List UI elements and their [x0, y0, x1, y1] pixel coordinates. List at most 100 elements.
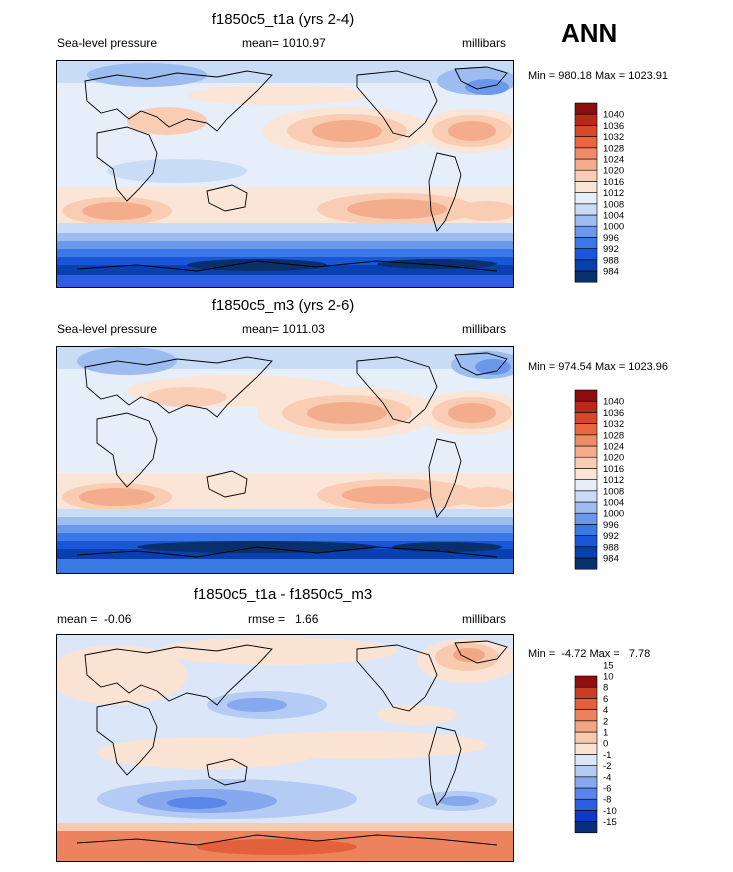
colorbar-box: [574, 765, 598, 778]
colorbar-box: [574, 557, 598, 570]
colorbar-box: [574, 798, 598, 811]
colorbar-box: [574, 754, 598, 766]
panel-3-map: [56, 634, 514, 862]
panel-2-map: [56, 346, 514, 574]
colorbar-tick-label: 15: [603, 660, 614, 671]
colorbar-tick-label: 984: [603, 267, 619, 278]
season-label: ANN: [561, 18, 618, 48]
colorbar-tick-label: 1040: [603, 397, 624, 408]
panel-2-title: f1850c5_m3 (yrs 2-6): [211, 297, 355, 314]
colorbar-box: [574, 214, 598, 227]
colorbar-box: [574, 787, 598, 800]
colorbar-box: [574, 731, 598, 744]
colorbar-box: [574, 237, 598, 249]
colorbar-tick-label: -10: [603, 806, 617, 817]
colorbar-box: [574, 512, 598, 525]
colorbar-tick-label: 1020: [603, 166, 624, 177]
colorbar-tick-label: 988: [603, 542, 619, 553]
colorbar-box: [574, 400, 598, 413]
panel-1-colorbar-svg: 9849889929961000100410081012101610201024…: [574, 102, 624, 283]
colorbar-tick-label: -2: [603, 761, 611, 772]
colorbar-tick-label: 1028: [603, 430, 624, 441]
panel-2-mean-label: mean= 1011.03: [242, 322, 325, 336]
colorbar-tick-label: 1008: [603, 199, 624, 210]
colorbar-tick-label: 984: [603, 554, 619, 565]
colorbar-box: [574, 102, 598, 115]
colorbar-tick-label: 6: [603, 694, 608, 705]
colorbar-box: [574, 125, 598, 137]
panel-3-colorbar: -15 -10 -8 -6 -4 -2 -1 0 1 2 4 6 8 10 15: [574, 660, 635, 854]
panel-3-map-svg: [57, 635, 513, 861]
colorbar-box: [574, 158, 598, 171]
colorbar-box: [574, 181, 598, 193]
panel-1-map-svg: [57, 61, 513, 287]
colorbar-box: [574, 810, 598, 822]
panel-2-units-label: millibars: [462, 322, 507, 336]
colorbar-tick-label: 1: [603, 728, 608, 739]
colorbar-tick-label: 10: [603, 672, 614, 683]
colorbar-box: [574, 270, 598, 283]
colorbar-tick-label: 1036: [603, 408, 624, 419]
colorbar-box: [574, 524, 598, 536]
colorbar-box: [574, 490, 598, 503]
colorbar-tick-label: 1024: [603, 442, 624, 453]
colorbar-box: [574, 456, 598, 469]
colorbar-box: [574, 259, 598, 272]
colorbar-tick-label: 992: [603, 244, 619, 255]
colorbar-box: [574, 147, 598, 160]
colorbar-tick-label: -8: [603, 795, 611, 806]
colorbar-tick-label: 1032: [603, 132, 624, 143]
colorbar-tick-label: 988: [603, 255, 619, 266]
colorbar-box: [574, 686, 598, 699]
colorbar-box: [574, 423, 598, 436]
colorbar-tick-label: 8: [603, 683, 608, 694]
colorbar-tick-label: 996: [603, 520, 619, 531]
panel-3-minmax: Min = -4.72 Max = 7.78: [528, 648, 651, 660]
panel-1-units-label: millibars: [462, 36, 507, 50]
colorbar-box: [574, 203, 598, 216]
colorbar-box: [574, 169, 598, 182]
colorbar-tick-label: -15: [603, 817, 617, 828]
colorbar-box: [574, 192, 598, 205]
panel-1-map: [56, 60, 514, 288]
colorbar-tick-label: 1012: [603, 475, 624, 486]
colorbar-tick-label: 1000: [603, 509, 624, 520]
colorbar-box: [574, 675, 598, 688]
colorbar-box: [574, 412, 598, 424]
colorbar-box: [574, 546, 598, 559]
colorbar-box: [574, 445, 598, 458]
panel-3-rmse-label: rmse = 1.66: [248, 612, 319, 626]
colorbar-tick-label: -4: [603, 772, 611, 783]
colorbar-tick-label: 996: [603, 233, 619, 244]
colorbar-box: [574, 389, 598, 402]
colorbar-box: [574, 501, 598, 514]
colorbar-tick-label: 1036: [603, 121, 624, 132]
colorbar-box: [574, 113, 598, 126]
colorbar-tick-label: 1016: [603, 464, 624, 475]
colorbar-tick-label: 1000: [603, 222, 624, 233]
panel-1-minmax: Min = 980.18 Max = 1023.91: [528, 70, 669, 82]
panel-3-mean-label: mean = -0.06: [57, 612, 132, 626]
panel-1-colorbar: 984 988 992 996 1000 1004 1008 1012 1016 1020 1024…: [574, 102, 635, 283]
colorbar-box: [574, 479, 598, 492]
panel-1-mean-label: mean= 1010.97: [242, 36, 326, 50]
colorbar-tick-label: 1020: [603, 453, 624, 464]
panel-2-left-label: Sea-level pressure: [57, 322, 158, 336]
panel-1-title: f1850c5_t1a (yrs 2-4): [211, 11, 355, 28]
colorbar-box: [574, 709, 598, 722]
colorbar-box: [574, 434, 598, 447]
colorbar-box: [574, 468, 598, 480]
panel-3-title: f1850c5_t1a - f1850c5_m3: [193, 586, 373, 603]
colorbar-box: [574, 720, 598, 733]
colorbar-box: [574, 742, 598, 755]
colorbar-box: [574, 821, 598, 834]
colorbar-box: [574, 776, 598, 789]
colorbar-tick-label: 1040: [603, 110, 624, 121]
colorbar-tick-label: -6: [603, 784, 611, 795]
colorbar-tick-label: 0: [603, 739, 608, 750]
colorbar-tick-label: 4: [603, 705, 608, 716]
colorbar-tick-label: 1004: [603, 498, 624, 509]
panel-2-colorbar-svg: 9849889929961000100410081012101610201024…: [574, 389, 624, 570]
colorbar-box: [574, 535, 598, 548]
